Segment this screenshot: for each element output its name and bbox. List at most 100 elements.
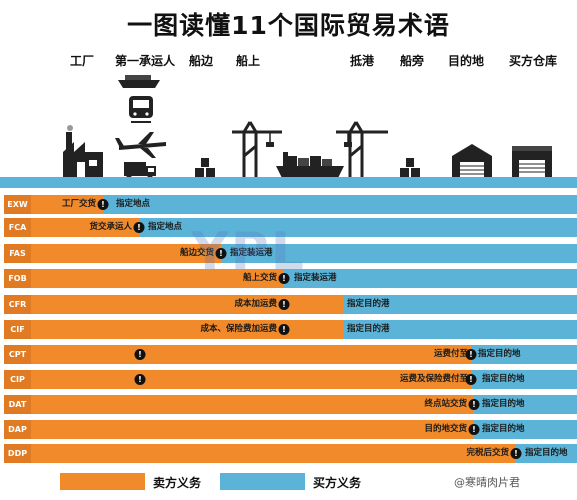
buyer-segment — [516, 444, 577, 463]
term-row-fas: FAS! 船边交货 指定装运港 — [0, 244, 577, 263]
warehouse-icon — [512, 146, 552, 178]
delivery-point-label: 运费付至 — [433, 349, 468, 359]
term-row-fca: FCA! 货交承运人 指定地点 — [0, 218, 577, 237]
risk-transfer-icon: ! — [468, 424, 480, 435]
term-code: DAT — [4, 395, 31, 414]
buyer-segment — [343, 320, 577, 339]
legend-seller-label: 卖方义务 — [153, 476, 202, 490]
risk-transfer-icon: ! — [278, 299, 290, 310]
delivery-point-label: 工厂交货 — [61, 199, 96, 209]
term-row-dat: DAT! 终点站交货 指定目的地 — [0, 395, 577, 414]
risk-transfer-icon: ! — [134, 374, 146, 385]
destination-label: 指定地点 — [148, 222, 183, 232]
train-icon — [129, 96, 153, 123]
term-code: CIP — [4, 370, 31, 389]
buyer-segment — [471, 370, 577, 389]
airplane-icon — [115, 132, 166, 158]
term-code: CPT — [4, 345, 31, 364]
term-code: FOB — [4, 269, 31, 288]
seller-segment — [4, 345, 471, 364]
term-row-cpt: CPT! 运费付至! 指定目的地 — [0, 345, 577, 364]
risk-transfer-icon: ! — [278, 273, 290, 284]
column-label-destination: 目的地 — [447, 54, 485, 68]
term-row-cif: CIF! 成本、保险费加运费 指定目的港 — [0, 320, 577, 339]
column-label-first-carrier: 第一承运人 — [114, 54, 176, 68]
delivery-point-label: 目的地交货 — [424, 424, 467, 434]
delivery-point-label: 完税后交货 — [466, 448, 509, 458]
credit-text: @寒晴肉片君 — [452, 474, 522, 490]
term-row-dap: DAP! 目的地交货 指定目的地 — [0, 420, 577, 439]
term-row-cip: CIP! 运费及保险费付至! 指定目的地 — [0, 370, 577, 389]
destination-label: 指定装运港 — [294, 273, 337, 283]
legend-buyer-label: 买方义务 — [313, 476, 362, 490]
term-code: DAP — [4, 420, 31, 439]
seller-segment — [4, 420, 474, 439]
column-label-ship-side: 船旁 — [399, 54, 425, 68]
term-code: CFR — [4, 295, 31, 314]
risk-transfer-icon: ! — [278, 324, 290, 335]
ground-strip — [0, 177, 577, 188]
buyer-segment — [284, 269, 577, 288]
buyer-segment — [221, 244, 577, 263]
column-label-alongside-ship: 船边 — [188, 54, 214, 68]
term-code: CIF — [4, 320, 31, 339]
destination-label: 指定目的港 — [347, 299, 390, 309]
destination-label: 指定装运港 — [230, 248, 273, 258]
term-code: DDP — [4, 444, 31, 463]
column-label-buyer-warehouse: 买方仓库 — [508, 54, 558, 68]
buyer-segment — [474, 420, 577, 439]
destination-label: 指定目的地 — [525, 448, 568, 458]
destination-label: 指定目的地 — [482, 374, 525, 384]
factory-icon — [63, 125, 103, 178]
buyer-segment — [139, 218, 577, 237]
risk-transfer-icon: ! — [134, 349, 146, 360]
seller-segment — [4, 370, 471, 389]
cargo-boxes-icon — [400, 158, 420, 177]
seller-segment — [4, 295, 343, 314]
risk-transfer-icon: ! — [465, 374, 477, 385]
risk-transfer-icon: ! — [215, 248, 227, 259]
destination-label: 指定目的港 — [347, 324, 390, 334]
buyer-segment — [474, 395, 577, 414]
column-label-on-board: 船上 — [235, 54, 261, 68]
buyer-segment — [103, 195, 577, 214]
risk-transfer-icon: ! — [133, 222, 145, 233]
seller-segment — [4, 444, 516, 463]
seller-segment — [4, 244, 221, 263]
risk-transfer-icon: ! — [510, 448, 522, 459]
term-code: EXW — [4, 195, 31, 214]
delivery-point-label: 运费及保险费付至 — [399, 374, 468, 384]
delivery-point-label: 成本、保险费加运费 — [200, 324, 277, 334]
delivery-point-label: 成本加运费 — [234, 299, 277, 309]
crane-icon — [232, 121, 282, 178]
delivery-point-label: 船边交货 — [179, 248, 214, 258]
destination-label: 指定地点 — [116, 199, 151, 209]
destination-label: 指定目的地 — [482, 424, 525, 434]
term-row-ddp: DDP! 完税后交货 指定目的地 — [0, 444, 577, 463]
term-code: FCA — [4, 218, 31, 237]
term-row-exw: EXW! 工厂交货 指定地点 — [0, 195, 577, 214]
risk-transfer-icon: ! — [465, 349, 477, 360]
delivery-point-label: 终点站交货 — [424, 399, 467, 409]
delivery-point-label: 船上交货 — [242, 273, 277, 283]
seller-segment — [4, 269, 284, 288]
crane-icon — [336, 121, 388, 178]
destination-label: 指定目的地 — [482, 399, 525, 409]
legend-buyer-swatch — [220, 473, 305, 490]
cargo-boxes-icon — [195, 158, 215, 177]
destination-label: 指定目的地 — [478, 349, 521, 359]
warehouse-icon — [452, 144, 492, 178]
small-ship-icon — [118, 75, 160, 88]
risk-transfer-icon: ! — [97, 199, 109, 210]
column-label-factory: 工厂 — [69, 54, 95, 68]
risk-transfer-icon: ! — [468, 399, 480, 410]
buyer-segment — [343, 295, 577, 314]
watermark: YPL — [191, 222, 306, 282]
buyer-segment — [471, 345, 577, 364]
term-row-fob: FOB! 船上交货 指定装运港 — [0, 269, 577, 288]
container-ship-icon — [276, 152, 344, 178]
seller-segment — [4, 218, 139, 237]
column-label-arrival-port: 抵港 — [349, 54, 375, 68]
legend-seller-swatch — [60, 473, 145, 490]
delivery-point-label: 货交承运人 — [89, 222, 132, 232]
